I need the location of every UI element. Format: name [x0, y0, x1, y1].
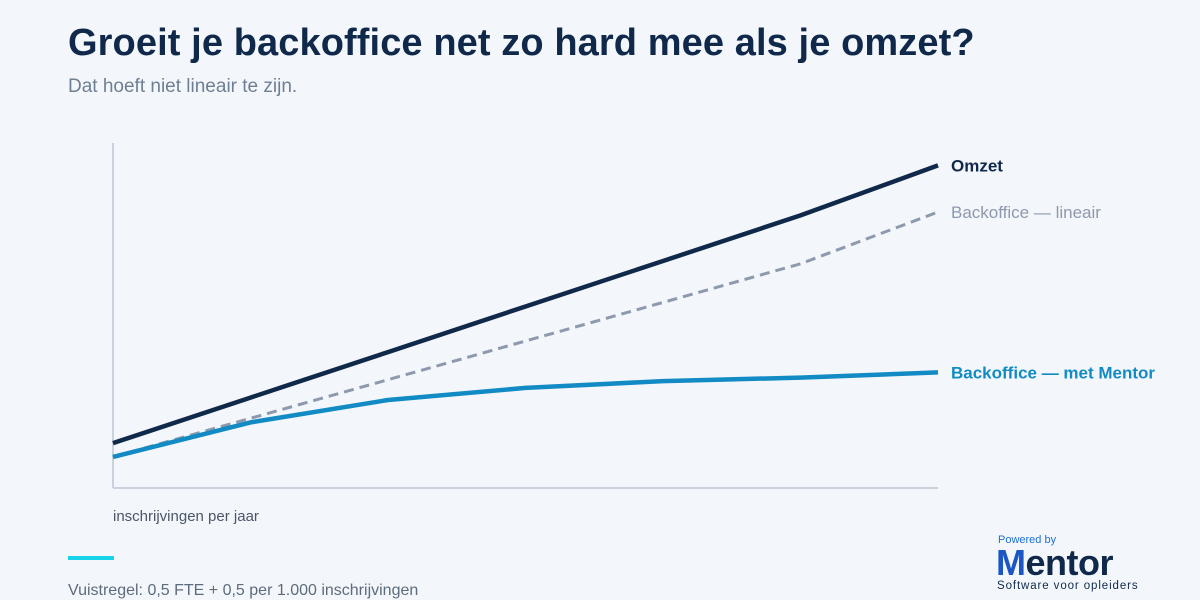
mentor-logo: Powered by Mentor Software voor opleider… — [996, 534, 1146, 596]
brand-tagline: Software voor opleiders — [997, 580, 1139, 592]
chart-title: Groeit je backoffice net zo hard mee als… — [68, 22, 975, 64]
footer-accent-bar — [68, 556, 114, 560]
series-label-backoffice-met-mentor: Backoffice — met Mentor — [951, 363, 1155, 382]
footer-note: Vuistregel: 0,5 FTE + 0,5 per 1.000 insc… — [68, 582, 419, 599]
brand-name: Mentor — [996, 543, 1113, 583]
x-axis-label: inschrijvingen per jaar — [113, 508, 259, 525]
powered-by-label: Powered by — [998, 534, 1057, 546]
series-label-layer: Omzet Backoffice — lineair Backoffice — me… — [951, 156, 1155, 382]
series-line-backoffice-lineair — [112, 210, 939, 459]
series-line-backoffice-met-mentor — [112, 370, 939, 460]
series-line-omzet — [112, 163, 939, 446]
brand-initial: M — [996, 542, 1026, 583]
chart-subtitle: Dat hoeft niet lineair te zijn. — [68, 76, 298, 97]
series-layer — [112, 163, 939, 460]
series-label-backoffice-lineair: Backoffice — lineair — [951, 203, 1101, 222]
brand-rest: entor — [1025, 542, 1114, 583]
series-label-omzet: Omzet — [951, 156, 1003, 175]
